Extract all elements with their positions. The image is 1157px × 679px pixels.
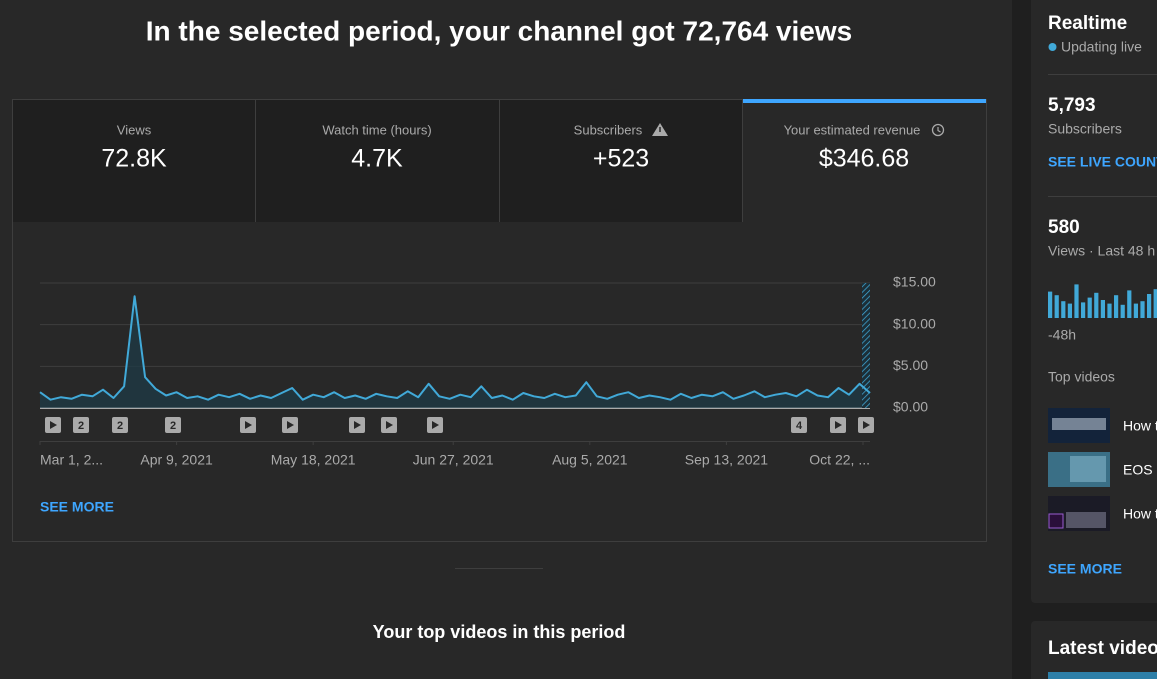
- metric-tab-selected[interactable]: [743, 100, 986, 222]
- views-label: Views · Last 48 h: [1048, 243, 1155, 259]
- video-title[interactable]: How t: [1123, 418, 1157, 434]
- page-title: In the selected period, your channel got…: [146, 15, 852, 46]
- revenue-chart: $0.00 $5.00 $10.00 $15.00 Mar 1, 2... Apr 9, …: [39, 274, 936, 468]
- play-icon: [863, 421, 870, 429]
- x-tick-label: Sep 13, 2021: [685, 452, 769, 468]
- metric-label: Your estimated revenue: [784, 122, 921, 137]
- views-count: 580: [1048, 217, 1080, 238]
- see-more-link[interactable]: SEE MORE: [1048, 561, 1122, 577]
- play-icon: [50, 421, 57, 429]
- warning-icon-mark: [659, 127, 661, 132]
- annotation-marker[interactable]: [112, 417, 128, 433]
- bar: [1133, 303, 1138, 318]
- metric-tab[interactable]: [13, 100, 255, 222]
- subscriber-label: Subscribers: [1048, 121, 1122, 137]
- bar: [1127, 290, 1132, 318]
- bar: [1094, 292, 1099, 318]
- bar: [1087, 297, 1092, 318]
- bar: [1067, 303, 1072, 318]
- annotation-label: 4: [796, 420, 803, 432]
- bar: [1120, 304, 1125, 318]
- thumbnail-detail: [1052, 418, 1106, 430]
- bar: [1153, 289, 1157, 318]
- metric-label: Subscribers: [574, 122, 643, 137]
- bar: [1147, 294, 1152, 318]
- realtime-title: Realtime: [1048, 13, 1127, 34]
- thumbnail-detail: [1048, 513, 1064, 529]
- metric-value: +523: [593, 145, 649, 173]
- y-tick-label: $15.00: [893, 274, 936, 290]
- play-icon: [432, 421, 439, 429]
- partial-data-region: [862, 283, 870, 408]
- info-icon-hands: [937, 127, 941, 133]
- play-icon: [386, 421, 393, 429]
- x-axis-label: -48h: [1048, 327, 1076, 343]
- video-thumbnail[interactable]: [1048, 672, 1157, 679]
- thumbnail-detail: [1066, 512, 1106, 528]
- x-tick-label: Mar 1, 2...: [40, 452, 103, 468]
- selected-indicator: [743, 99, 986, 103]
- x-tick-label: Jun 27, 2021: [413, 452, 494, 468]
- thumbnail-detail: [1070, 456, 1106, 482]
- section-title: Your top videos in this period: [373, 622, 626, 642]
- top-videos-label: Top videos: [1048, 369, 1115, 385]
- live-dot: [1048, 43, 1057, 51]
- bar: [1048, 291, 1053, 318]
- metric-value: $346.68: [819, 145, 909, 173]
- live-status: Updating live: [1061, 39, 1142, 55]
- video-title[interactable]: EOS R: [1123, 462, 1157, 478]
- subscriber-count: 5,793: [1048, 95, 1096, 116]
- area: [40, 296, 870, 408]
- latest-video-card: [1031, 621, 1157, 679]
- y-tick-label: $5.00: [893, 357, 928, 373]
- video-title[interactable]: How t: [1123, 506, 1157, 522]
- bar: [1114, 295, 1119, 318]
- y-tick-label: $0.00: [893, 399, 928, 415]
- bar: [1081, 302, 1086, 318]
- annotation-marker[interactable]: [73, 417, 89, 433]
- bar: [1107, 303, 1112, 318]
- info-icon[interactable]: [931, 123, 945, 137]
- play-icon: [354, 421, 361, 429]
- metric-value: 4.7K: [351, 145, 403, 173]
- play-icon: [835, 421, 842, 429]
- see-more-link[interactable]: SEE MORE: [40, 499, 114, 515]
- annotation-marker[interactable]: [165, 417, 181, 433]
- bar: [1140, 301, 1145, 318]
- x-tick-label: Aug 5, 2021: [552, 452, 628, 468]
- bar: [1100, 300, 1105, 318]
- x-tick-label: Oct 22, ...: [809, 452, 870, 468]
- bar: [1061, 301, 1066, 318]
- metric-value: 72.8K: [101, 145, 167, 173]
- metric-label: Watch time (hours): [322, 122, 431, 137]
- annotation-label: 2: [170, 420, 176, 432]
- metric-label: Views: [117, 122, 152, 137]
- annotation-label: 2: [78, 420, 84, 432]
- play-icon: [287, 421, 294, 429]
- play-icon: [245, 421, 252, 429]
- live-count-link[interactable]: SEE LIVE COUNT: [1048, 154, 1157, 170]
- metric-tab[interactable]: [256, 100, 499, 222]
- y-tick-label: $10.00: [893, 315, 936, 331]
- annotation-marker[interactable]: [791, 417, 807, 433]
- realtime-chart: -48h: [1048, 284, 1157, 343]
- x-tick-label: Apr 9, 2021: [140, 452, 213, 468]
- annotation-label: 2: [117, 420, 123, 432]
- x-tick-label: May 18, 2021: [271, 452, 356, 468]
- bar: [1054, 295, 1059, 318]
- metric-tab[interactable]: [500, 100, 742, 222]
- bar: [1074, 284, 1079, 318]
- latest-video-title: Latest video: [1048, 638, 1157, 659]
- line: [39, 295, 871, 401]
